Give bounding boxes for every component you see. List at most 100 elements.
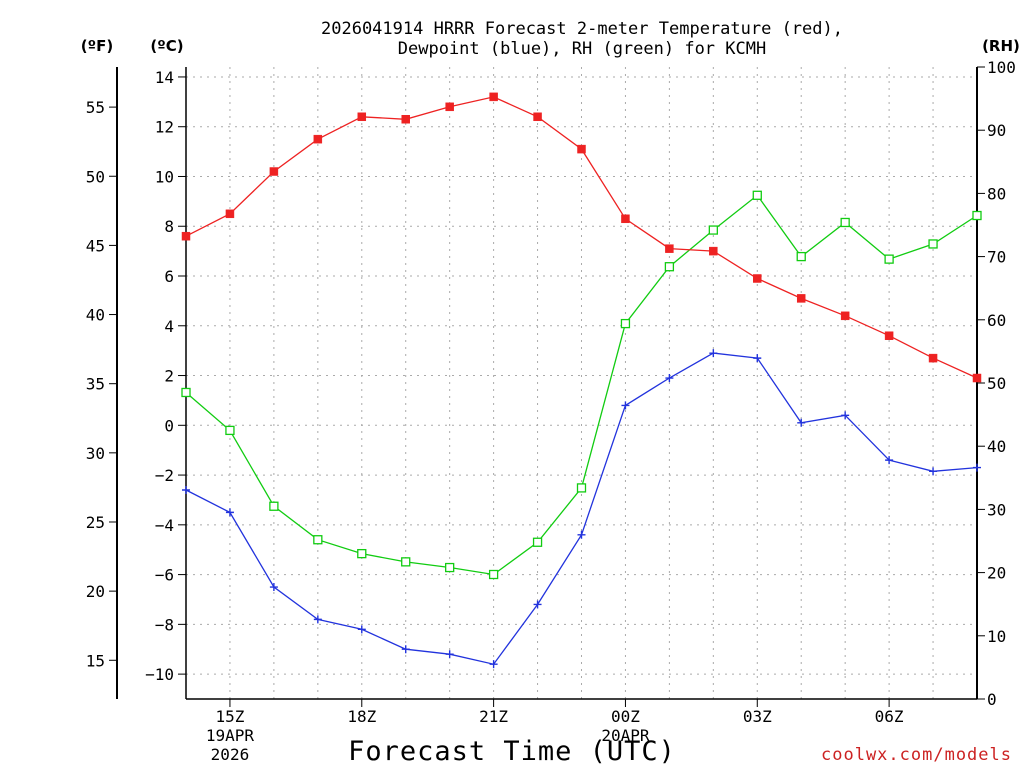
rh-point [488, 569, 499, 580]
x-tick-label: 06Z [875, 707, 904, 726]
temperature-point [401, 115, 410, 124]
rh-tick-label: 30 [987, 500, 1006, 519]
rh-point [972, 210, 982, 221]
dewpoint-point [269, 583, 278, 592]
dewpoint-point [401, 645, 410, 654]
c-tick-label: 12 [155, 118, 174, 137]
rh-point [576, 483, 587, 493]
dewpoint-point [225, 508, 234, 517]
temperature-point [313, 134, 323, 144]
x-tick-year: 2026 [211, 745, 250, 764]
axes [116, 67, 978, 700]
rh-point [225, 425, 235, 436]
x-tick-label: 15Z [215, 707, 244, 726]
rh-tick-label: 0 [987, 690, 997, 709]
data-series [181, 92, 982, 669]
temperature-point [840, 311, 850, 321]
c-tick-label: −4 [155, 516, 174, 535]
rh-unit-label: (RH) [982, 37, 1020, 55]
dewpoint-point [577, 530, 586, 539]
c-tick-label: 8 [164, 217, 174, 236]
temperature-point [225, 209, 235, 219]
temperature-line [185, 96, 978, 379]
x-tick-date: 19APR [206, 726, 255, 745]
rh-point [532, 537, 543, 547]
temperature-point [621, 214, 630, 224]
dewpoint-point [533, 600, 542, 609]
rh-point [708, 225, 718, 235]
rh-point [445, 562, 455, 573]
rh-point [840, 217, 850, 228]
dewpoint-point [489, 660, 498, 669]
rh-point [796, 251, 806, 262]
x-tick-label: 00Z [611, 707, 640, 726]
temperature-point [357, 112, 367, 122]
f-tick-label: 35 [86, 375, 105, 394]
dewpoint-point [841, 411, 850, 420]
rh-point [313, 535, 323, 545]
x-axis-label: Forecast Time (UTC) [348, 736, 676, 767]
x-tick-date: 20APR [601, 726, 650, 745]
c-tick-label: 0 [164, 416, 174, 435]
f-tick-label: 15 [86, 651, 105, 670]
f-tick-label: 25 [86, 513, 105, 532]
c-tick-label: −8 [155, 615, 174, 634]
rh-tick-label: 80 [987, 184, 1006, 203]
temperature-point [181, 231, 191, 241]
rh-point [620, 318, 631, 329]
temperature-point [445, 102, 454, 112]
rh-point [269, 501, 279, 511]
dewpoint-point [182, 485, 190, 494]
rh-point [181, 387, 191, 398]
f-tick-label: 20 [86, 582, 105, 601]
temperature-point [269, 167, 279, 176]
dewpoint-point [445, 650, 454, 659]
f-tick-label: 30 [86, 444, 105, 463]
temperature-point [665, 244, 674, 253]
c-tick-label: −2 [155, 466, 174, 485]
credit-link[interactable]: coolwx.com/models [821, 745, 1012, 765]
celsius-unit-label: (ºC) [150, 37, 183, 55]
x-tick-label: 03Z [743, 707, 772, 726]
fahrenheit-unit-label: (ºF) [81, 37, 113, 55]
c-tick-label: 2 [164, 367, 174, 386]
f-tick-label: 55 [86, 98, 105, 117]
dewpoint-point [797, 418, 806, 427]
dewpoint-point [885, 456, 894, 465]
temperature-point [489, 92, 498, 102]
temperature-point [972, 373, 982, 383]
dewpoint-point [313, 615, 322, 624]
c-tick-label: −6 [155, 566, 174, 585]
temperature-point [884, 331, 894, 340]
rh-tick-label: 10 [987, 627, 1006, 646]
rh-line [185, 194, 978, 576]
dewpoint-point [709, 349, 718, 358]
x-tick-label: 18Z [347, 707, 376, 726]
rh-tick-label: 40 [987, 437, 1006, 456]
rh-point [664, 262, 675, 272]
c-tick-label: 6 [164, 267, 174, 286]
rh-point [928, 239, 938, 249]
grid-lines [185, 67, 978, 699]
chart-title-line2: Dewpoint (blue), RH (green) for KCMH [398, 39, 766, 59]
f-tick-label: 45 [86, 236, 105, 255]
dewpoint-point [929, 467, 938, 476]
temperature-point [796, 294, 806, 303]
c-tick-label: 14 [155, 68, 174, 87]
dewpoint-point [357, 625, 366, 634]
tick-labels: 15 20 25 30 35 40 45 50 55 −10 −8 −6 −4 −2 0 2 4 6 8 10 12 14… [86, 58, 1016, 709]
rh-point [752, 190, 762, 200]
dewpoint-point [621, 401, 630, 410]
temperature-point [928, 353, 938, 363]
c-tick-label: 4 [164, 317, 174, 336]
rh-point [357, 548, 367, 559]
temperature-point [753, 274, 762, 283]
temperature-point [709, 246, 718, 256]
rh-tick-label: 100 [987, 58, 1016, 77]
rh-tick-label: 50 [987, 374, 1006, 393]
rh-point [401, 557, 411, 567]
x-tick-label: 21Z [479, 707, 508, 726]
rh-point [884, 254, 894, 264]
